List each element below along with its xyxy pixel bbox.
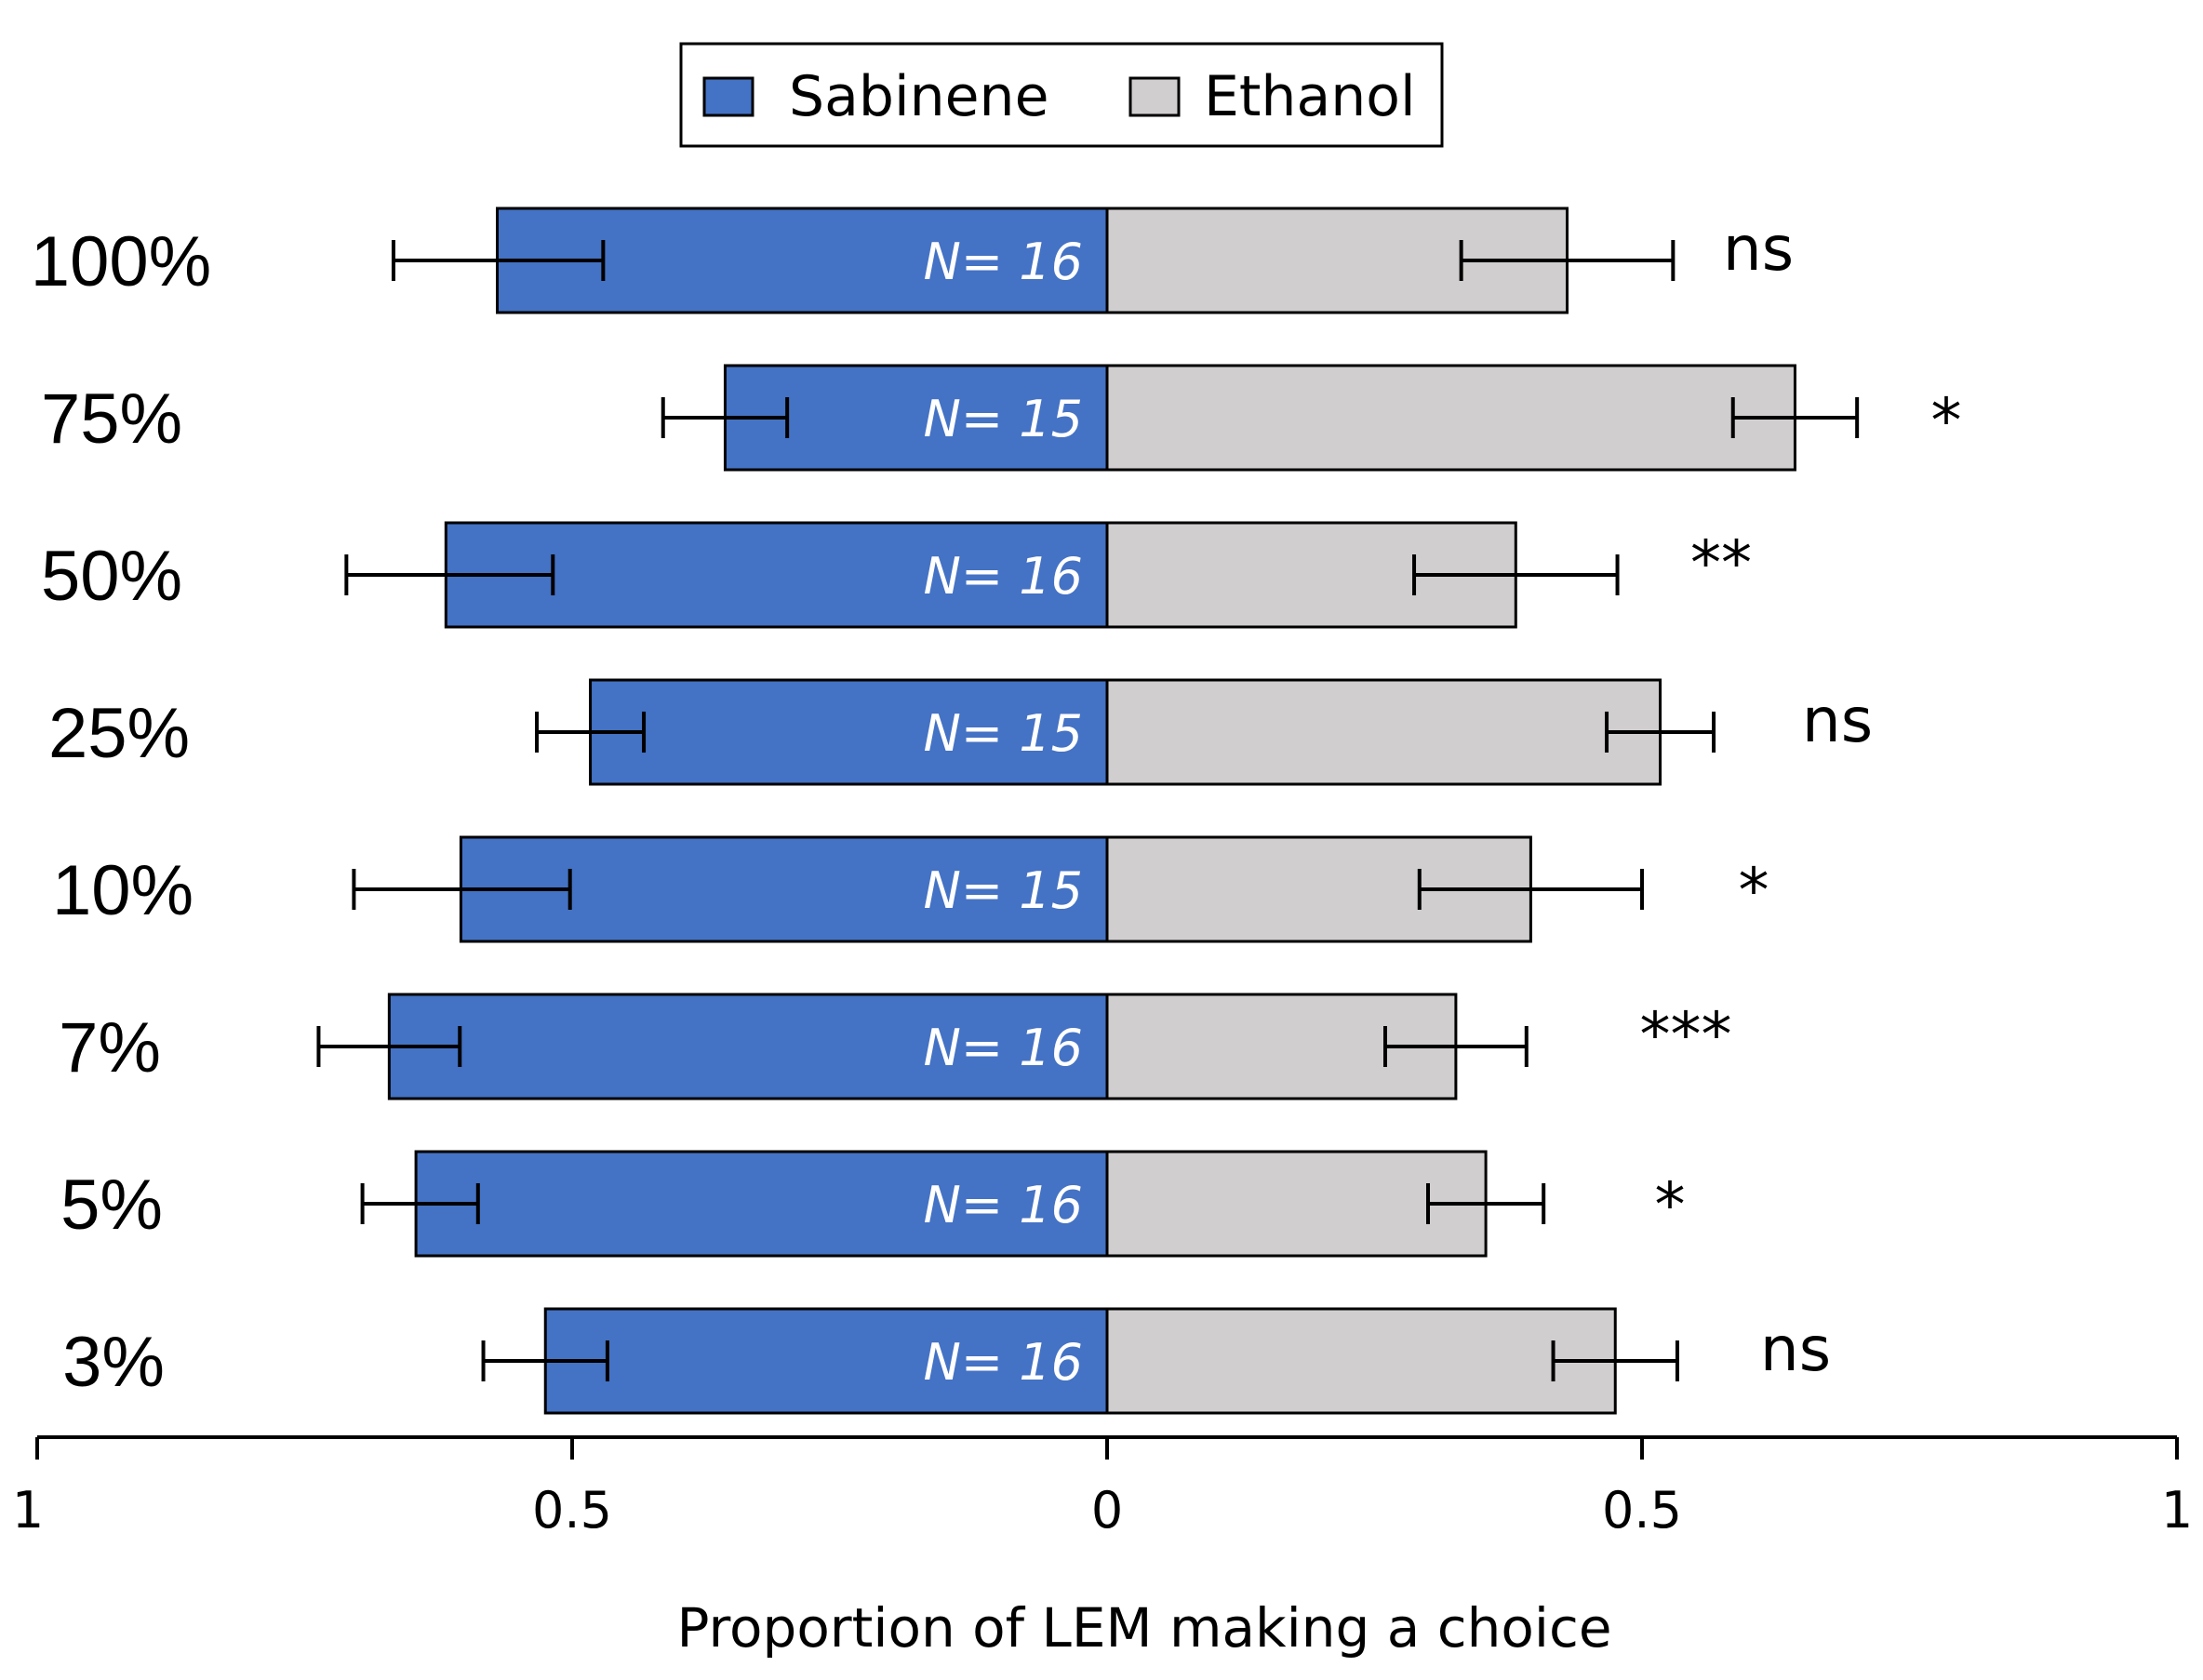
x-tick-label: 0.5	[532, 1481, 612, 1540]
bar-ethanol	[1105, 1307, 1617, 1415]
errorbar-ethanol	[1605, 712, 1716, 753]
errorbar-ethanol	[1412, 554, 1620, 595]
category-label: 10%	[52, 851, 194, 930]
errorbar-ethanol	[1459, 240, 1676, 281]
errorbar-sabinene	[661, 397, 790, 438]
bar-ethanol	[1105, 1150, 1488, 1258]
n-label: N= 16	[923, 1333, 1083, 1392]
errorbar-sabinene	[344, 554, 555, 595]
category-label: 75%	[41, 380, 182, 459]
errorbar-sabinene	[535, 712, 647, 753]
n-label: N= 15	[923, 861, 1083, 920]
errorbar-ethanol	[1383, 1026, 1529, 1067]
errorbar-ethanol	[1426, 1183, 1546, 1224]
n-label: N= 16	[923, 1019, 1083, 1077]
errorbar-ethanol	[1730, 397, 1860, 438]
significance-label: ns	[1723, 213, 1794, 285]
x-tick-label: 0.5	[1602, 1481, 1682, 1540]
category-label: 3%	[62, 1323, 165, 1402]
errorbar-ethanol	[1551, 1340, 1679, 1381]
legend-swatch-ethanol	[1128, 76, 1181, 117]
legend-box	[679, 42, 1444, 148]
errorbar-sabinene	[391, 240, 606, 281]
bar-ethanol	[1105, 364, 1796, 472]
errorbar-sabinene	[481, 1340, 609, 1381]
legend-label-ethanol: Ethanol	[1204, 64, 1416, 129]
significance-label: *	[1655, 1169, 1686, 1241]
category-label: 100%	[31, 222, 211, 301]
bar-ethanol	[1105, 678, 1662, 786]
errorbar-sabinene	[316, 1026, 462, 1067]
errorbar-ethanol	[1417, 869, 1644, 910]
legend-label-sabinene: Sabinene	[789, 64, 1049, 129]
significance-label: ***	[1640, 999, 1732, 1071]
significance-label: **	[1690, 527, 1752, 599]
significance-label: ns	[1802, 685, 1873, 756]
category-label: 7%	[59, 1008, 161, 1087]
n-label: N= 16	[923, 233, 1083, 291]
legend: Sabinene Ethanol	[679, 42, 1444, 148]
x-tick-label: 1	[2161, 1481, 2193, 1540]
bar-sabinene	[543, 1307, 1109, 1415]
n-label: N= 15	[923, 390, 1083, 448]
category-label: 25%	[48, 694, 190, 773]
x-tick-label: 0	[1091, 1481, 1123, 1540]
category-label: 50%	[41, 537, 182, 616]
significance-label: *	[1739, 855, 1769, 927]
category-label: 5%	[60, 1166, 163, 1245]
x-axis: 1 0.5 0 0.5 1	[12, 1435, 2193, 1540]
errorbar-sabinene	[352, 869, 572, 910]
n-label: N= 16	[923, 547, 1083, 606]
n-label: N= 16	[923, 1176, 1083, 1234]
legend-swatch-sabinene	[702, 76, 754, 117]
bar-sabinene	[444, 521, 1109, 629]
bar-sabinene	[414, 1150, 1109, 1258]
n-label: N= 15	[923, 704, 1083, 763]
significance-label: ns	[1760, 1313, 1831, 1385]
x-axis-title: Proportion of LEM making a choice	[676, 1596, 1611, 1660]
x-tick-label: 1	[12, 1481, 44, 1540]
significance-label: *	[1931, 385, 1962, 457]
errorbar-sabinene	[360, 1183, 480, 1224]
